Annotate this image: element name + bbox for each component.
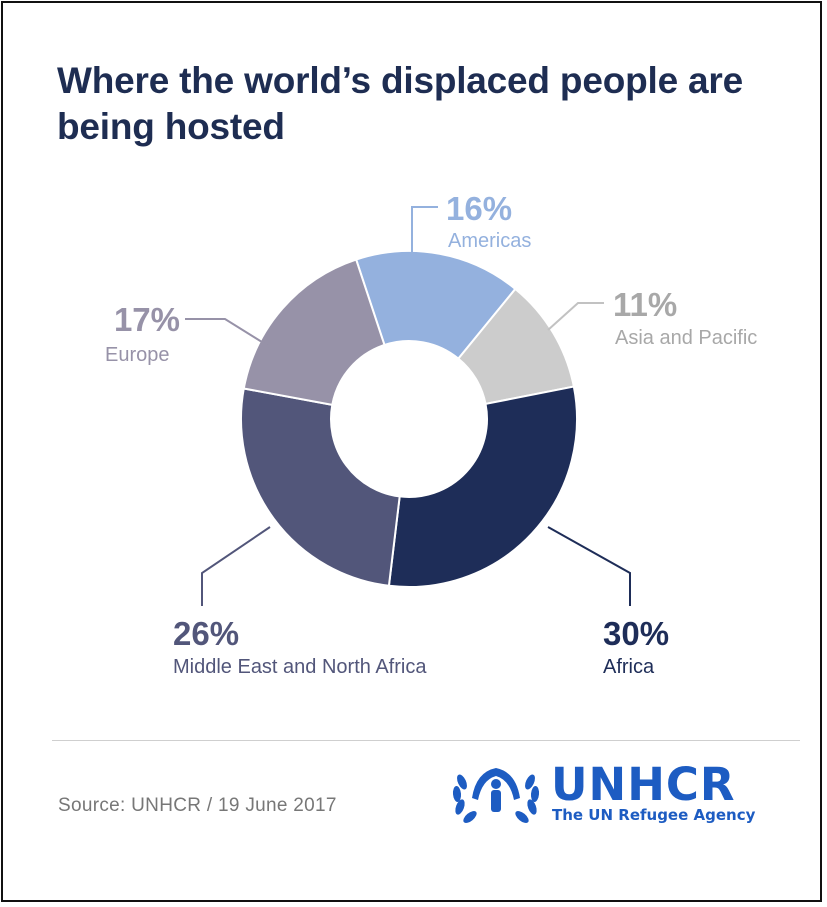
slice-name-americas: Americas <box>448 230 531 252</box>
unhcr-tagline: The UN Refugee Agency <box>552 806 756 824</box>
slice-value-europe: 17% <box>114 301 180 338</box>
slice-value-africa: 30% <box>603 615 669 652</box>
slice-name-europe: Europe <box>105 344 170 366</box>
slice-value-americas: 16% <box>446 190 512 227</box>
slice-africa <box>387 385 578 588</box>
slice-name-mena: Middle East and North Africa <box>173 656 427 678</box>
slice-name-asia: Asia and Pacific <box>615 327 757 349</box>
unhcr-emblem-icon <box>452 768 540 823</box>
chart-title: Where the world’s displaced people are b… <box>57 60 743 147</box>
leader-africa <box>547 526 631 606</box>
slice-name-africa: Africa <box>603 656 655 678</box>
leader-asia <box>547 302 604 331</box>
slice-value-asia: 11% <box>613 286 677 323</box>
footer-divider <box>52 740 800 741</box>
leader-americas <box>411 206 438 270</box>
slice-americas <box>354 250 517 361</box>
unhcr-logo: UNHCR The UN Refugee Agency <box>448 758 778 830</box>
leader-mena <box>201 526 271 606</box>
unhcr-wordmark: UNHCR <box>551 758 736 811</box>
slice-middle-east-and-north-africa <box>240 387 401 587</box>
slice-value-mena: 26% <box>173 615 239 652</box>
slice-europe <box>242 258 386 406</box>
leader-europe <box>185 318 271 348</box>
donut-slices <box>240 250 578 588</box>
source-note: Source: UNHCR / 19 June 2017 <box>58 795 337 816</box>
